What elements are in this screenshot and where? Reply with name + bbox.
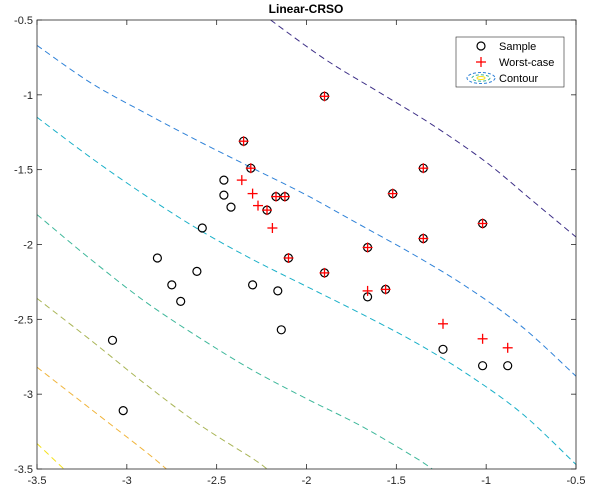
worst-case-point: [247, 188, 258, 199]
y-tick-label: -0.5: [14, 15, 33, 27]
worst-case-point: [271, 191, 281, 202]
worst-case-point: [279, 191, 290, 202]
worst-case-point: [477, 333, 488, 344]
axis-layer: -3.5 -3 -2.5 -2 -1.5 -1 -0.5 -3.5 -3 -2.5 -2 -1.5 -1…: [14, 15, 585, 487]
legend-contour-marker: [466, 72, 496, 84]
sample-point: [197, 223, 207, 233]
x-tick-label: -0.5: [567, 475, 586, 487]
x-tick-label: -1: [481, 475, 491, 487]
sample-point: [219, 175, 229, 185]
contour-line-2: [37, 44, 576, 377]
worst-case-point: [438, 318, 448, 329]
worst-case-point: [238, 136, 249, 147]
worst-case-point: [319, 267, 330, 278]
sample-point: [503, 361, 513, 371]
contour-line-5: [37, 298, 268, 469]
sample-point: [226, 202, 236, 212]
y-tick-label: -1: [23, 90, 33, 102]
sample-point: [192, 266, 202, 276]
chart-title: Linear-CRSO: [269, 2, 344, 16]
worst-case-point: [253, 200, 263, 211]
legend-contour-label: Contour: [499, 73, 538, 85]
sample-point: [107, 335, 118, 345]
marker-layer: [107, 91, 513, 416]
sample-point: [118, 406, 128, 416]
x-tick-label: -2: [302, 475, 312, 487]
worst-case-point: [477, 218, 488, 229]
sample-point: [219, 190, 229, 200]
worst-case-point: [283, 253, 294, 263]
worst-case-point: [418, 163, 429, 174]
y-tick-label: -2.5: [14, 314, 33, 326]
sample-point: [273, 286, 283, 296]
sample-point: [478, 361, 488, 371]
worst-case-point: [267, 223, 278, 233]
worst-case-point: [236, 175, 247, 186]
contour-line-4: [37, 214, 433, 469]
worst-case-point: [418, 233, 429, 244]
contour-line-1: [270, 20, 576, 238]
contour-layer: [37, 20, 576, 469]
legend: Sample Worst-case Contour: [455, 36, 565, 88]
x-tick-label: -2.5: [207, 475, 226, 487]
x-tick-label: -3.5: [28, 475, 47, 487]
worst-case-point: [380, 284, 391, 295]
legend-sample-marker: [476, 41, 486, 51]
sample-point: [438, 344, 448, 354]
y-tick-label: -3: [23, 389, 33, 401]
sample-point: [176, 296, 186, 306]
x-tick-label: -1.5: [387, 475, 406, 487]
worst-case-point: [362, 285, 373, 296]
y-tick-label: -1.5: [14, 165, 33, 177]
legend-worst-case-label: Worst-case: [499, 57, 554, 69]
contour-line-6: [37, 366, 167, 469]
sample-point: [152, 253, 162, 263]
legend-worst-case-marker: [476, 57, 486, 67]
worst-case-point: [362, 242, 373, 253]
worst-case-point: [245, 163, 256, 174]
sample-point: [248, 280, 258, 290]
sample-point: [167, 280, 177, 290]
contour-line-7: [37, 443, 65, 469]
y-tick-label: -3.5: [14, 464, 33, 476]
legend-box: [455, 36, 565, 88]
worst-case-point: [387, 188, 398, 199]
x-tick-label: -3: [122, 475, 132, 487]
worst-case-point: [262, 205, 272, 216]
sample-point: [276, 325, 286, 335]
worst-case-point: [502, 342, 513, 353]
y-tick-label: -2: [23, 240, 33, 252]
worst-case-point: [319, 91, 330, 102]
legend-sample-label: Sample: [499, 41, 536, 53]
